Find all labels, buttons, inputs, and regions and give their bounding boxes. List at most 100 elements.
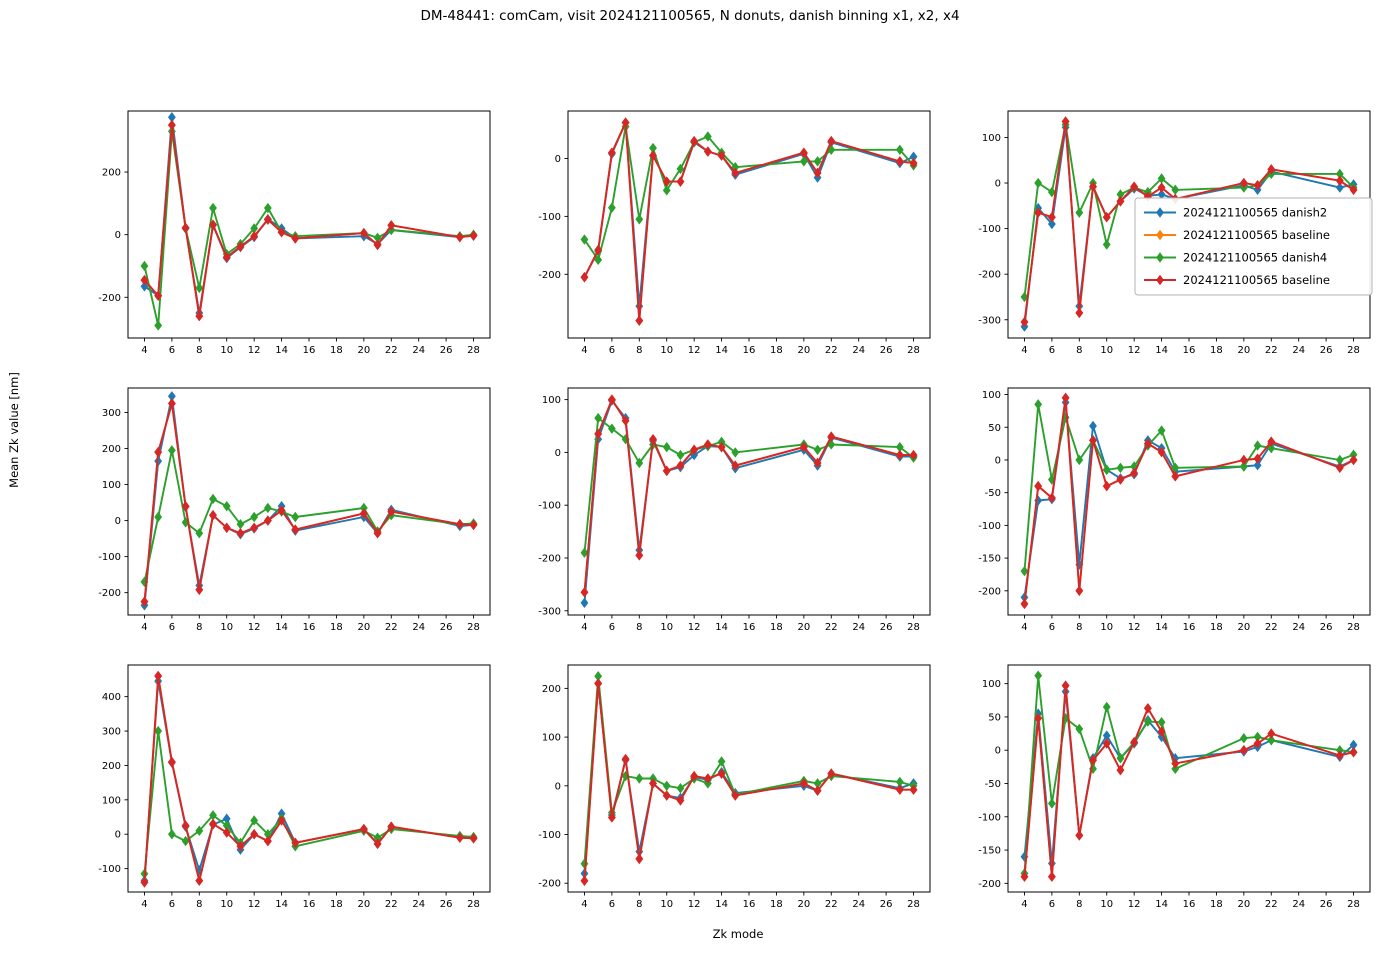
y-tick-label: -150 (978, 846, 1001, 857)
y-tick-label: 0 (995, 179, 1001, 190)
x-tick-label: 14 (275, 899, 288, 910)
x-tick-label: 4 (1021, 345, 1027, 356)
x-tick-label: 18 (1210, 899, 1223, 910)
series-marker-diamond (291, 511, 300, 523)
series-marker-diamond (662, 441, 671, 453)
legend-sample-marker (1156, 229, 1164, 241)
subplot-row2-col3: 4 6 8 10 12 14 16 18 20 22 24 26 28 -200 -150 -100 -50 0 5… (958, 387, 1380, 664)
series-marker-diamond (649, 778, 657, 789)
x-tick-label: 6 (169, 899, 175, 910)
y-tick-label: 0 (115, 516, 121, 527)
y-tick-label: 0 (995, 746, 1001, 757)
series-line (143, 130, 474, 327)
x-tick-label: 28 (907, 622, 920, 633)
legend-sample-marker (1156, 207, 1164, 218)
subplot-row3-col2: 4 6 8 10 12 14 16 18 20 22 24 26 28 -200 -100 0 100 200 (518, 664, 958, 941)
x-tick-label: 16 (743, 622, 756, 633)
series-marker-diamond (140, 281, 149, 292)
x-tick-label: 8 (636, 345, 642, 356)
axes-frame (567, 664, 931, 893)
series-marker-diamond (594, 671, 603, 682)
series-marker-diamond (1267, 728, 1276, 739)
x-tick-label: 16 (1183, 622, 1196, 633)
x-tick-label: 10 (1100, 622, 1113, 633)
x-tick-label: 18 (770, 899, 783, 910)
x-tick-label: 16 (1183, 345, 1196, 356)
x-tick-label: 14 (1155, 899, 1168, 910)
x-tick-label: 22 (1265, 345, 1278, 356)
series-marker-diamond (291, 524, 300, 535)
x-tick-label: 28 (907, 345, 920, 356)
series-marker-diamond (359, 823, 368, 835)
x-tick-label: 8 (636, 622, 642, 633)
series-marker-diamond (703, 773, 712, 784)
series-marker-diamond (1075, 585, 1084, 596)
x-tick-label: 12 (1128, 899, 1141, 910)
x-tick-label: 22 (385, 622, 398, 633)
series-marker-diamond (222, 500, 231, 512)
y-tick-label: -300 (538, 606, 561, 617)
x-tick-label: 6 (169, 622, 175, 633)
series-marker-diamond (373, 838, 382, 850)
series-line (583, 398, 914, 593)
x-tick-label: 10 (660, 345, 673, 356)
series-line (143, 680, 474, 881)
series-marker-diamond (580, 587, 589, 598)
x-tick-label: 20 (357, 899, 370, 910)
series-marker-diamond (799, 778, 808, 789)
y-tick-label: -100 (978, 224, 1001, 235)
x-tick-label: 28 (1347, 345, 1360, 356)
x-tick-label: 8 (1076, 622, 1082, 633)
x-tick-label: 22 (825, 622, 838, 633)
series-marker-diamond (635, 773, 644, 784)
legend-box (1134, 197, 1373, 296)
series-marker-diamond (703, 146, 712, 157)
series-marker-diamond (181, 222, 190, 233)
series-marker-diamond (1034, 713, 1043, 724)
x-tick-label: 12 (248, 622, 261, 633)
x-tick-label: 6 (1049, 899, 1055, 910)
y-tick-label: -100 (98, 552, 121, 563)
x-tick-label: 20 (797, 899, 810, 910)
series-marker-diamond (895, 144, 904, 155)
series-marker-diamond (813, 444, 822, 455)
series-marker-diamond (1171, 184, 1180, 196)
subplot-row3-col3: 4 6 8 10 12 14 16 18 20 22 24 26 28 -200 -150 -100 -50 0 5… (958, 664, 1380, 941)
series-marker-diamond (277, 505, 286, 516)
x-tick-label: 24 (1292, 345, 1305, 356)
series-marker-diamond (1335, 750, 1344, 761)
x-tick-label: 20 (797, 345, 810, 356)
y-tick-label: -200 (538, 553, 561, 564)
y-tick-label: 50 (988, 423, 1001, 434)
series-line (143, 402, 474, 602)
series-marker-diamond (1034, 399, 1043, 410)
series-marker-diamond (1047, 186, 1056, 198)
x-tick-label: 18 (330, 345, 343, 356)
y-tick-label: 300 (102, 408, 121, 419)
series-marker-diamond (799, 147, 808, 158)
series-marker-diamond (635, 853, 644, 865)
series-marker-diamond (1102, 738, 1111, 749)
x-tick-label: 28 (1347, 899, 1360, 910)
series-marker-diamond (209, 493, 217, 505)
x-tick-label: 24 (412, 345, 425, 356)
series-marker-diamond (236, 241, 245, 252)
series-marker-diamond (1075, 307, 1084, 319)
series-marker-diamond (1075, 207, 1084, 218)
x-tick-label: 24 (1292, 622, 1305, 633)
series-marker-diamond (167, 445, 176, 456)
series-marker-diamond (717, 768, 726, 779)
series-marker-diamond (1075, 830, 1084, 841)
series-marker-diamond (799, 156, 808, 167)
series-marker-diamond (1047, 858, 1056, 869)
series-marker-diamond (621, 415, 630, 426)
y-tick-label: -100 (978, 812, 1001, 823)
y-tick-label: 100 (982, 133, 1001, 144)
series-marker-diamond (621, 753, 630, 765)
subplot-canvas-row2-col3: 4 6 8 10 12 14 16 18 20 22 24 26 28 -200 -150 -100 -50 0 5… (978, 387, 1371, 633)
x-tick-label: 28 (467, 345, 480, 356)
y-tick-label: 0 (115, 830, 121, 841)
series-marker-diamond (909, 784, 918, 795)
x-axis-label: Zk mode (712, 927, 764, 941)
series-marker-diamond (250, 231, 259, 242)
